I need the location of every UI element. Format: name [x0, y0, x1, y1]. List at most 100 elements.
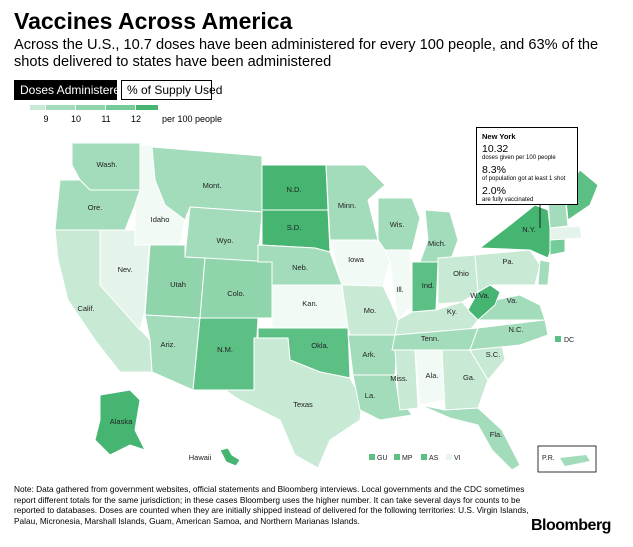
state-georgia[interactable] [441, 349, 489, 411]
legend-tick: 11 [101, 114, 111, 124]
legend-tick: 12 [130, 114, 142, 124]
state-label: Colo. [227, 289, 245, 298]
state-label: Tenn. [421, 334, 439, 343]
legend-swatch [106, 105, 135, 110]
state-arizona[interactable] [144, 314, 201, 391]
state-label: Mo. [364, 306, 377, 315]
tooltip-doses-caption: doses given per 100 people [482, 155, 556, 161]
legend-swatch [46, 105, 75, 110]
legend-swatch [30, 105, 45, 110]
state-new-mexico[interactable] [192, 317, 259, 391]
state-label: Ill. [396, 285, 404, 294]
state-label: Wis. [390, 220, 405, 229]
state-label: Ind. [422, 281, 435, 290]
state-iowa[interactable] [329, 239, 391, 287]
state-label: Ohio [453, 269, 469, 278]
doses-administered-tab[interactable]: Doses Administered [14, 80, 127, 100]
state-label: Ark. [362, 350, 375, 359]
dc-marker[interactable] [555, 336, 561, 342]
territory-label: DC [564, 337, 574, 344]
state-label: Utah [170, 280, 186, 289]
state-texas[interactable] [223, 337, 363, 469]
page-title: Vaccines Across America [14, 8, 293, 34]
state-label: N.C. [509, 325, 524, 334]
territory-label: MP [402, 455, 413, 462]
state-louisiana[interactable] [352, 374, 413, 421]
gu-marker[interactable] [369, 454, 375, 460]
state-label: S.D. [287, 223, 302, 232]
puerto-rico-shape[interactable] [560, 455, 590, 466]
state-label: Idaho [151, 215, 170, 224]
state-alaska[interactable] [94, 389, 146, 456]
mp-marker[interactable] [394, 454, 400, 460]
supply-used-tab[interactable]: % of Supply Used [121, 80, 222, 100]
state-florida[interactable] [419, 404, 521, 471]
state-label: Texas [293, 400, 313, 409]
state-new-york[interactable] [478, 204, 553, 259]
territory-label: GU [377, 455, 388, 462]
state-wyoming[interactable] [184, 206, 263, 263]
state-north-carolina[interactable] [469, 319, 549, 351]
territory-label: VI [454, 455, 461, 462]
state-label: Nev. [118, 265, 133, 274]
state-label: Kan. [302, 299, 317, 308]
state-label: Minn. [338, 201, 356, 210]
state-new-jersey[interactable] [537, 259, 551, 286]
state-label: Ky. [447, 307, 457, 316]
legend-tick: 10 [70, 114, 82, 124]
tooltip-first-shot-value: 8.3% [482, 164, 506, 176]
pr-inset [537, 445, 597, 473]
tooltip-first-shot-caption: of population got at least 1 shot [482, 176, 566, 182]
state-label: Wash. [97, 160, 118, 169]
state-label: Ala. [426, 371, 439, 380]
legend-swatch [136, 105, 158, 110]
state-label: Va. [507, 296, 518, 305]
state-label: N.M. [217, 345, 233, 354]
state-connecticut[interactable] [549, 237, 566, 256]
state-label: Pa. [502, 257, 513, 266]
bloomberg-logo: Bloomberg [531, 517, 611, 534]
state-label: Alaska [110, 417, 133, 426]
state-label: Calif. [77, 304, 94, 313]
state-hawaii[interactable] [219, 447, 241, 467]
state-massachusetts[interactable] [549, 225, 583, 241]
state-label: Mich. [428, 239, 446, 248]
state-label: Neb. [292, 263, 308, 272]
footnote: Note: Data gathered from government webs… [14, 484, 529, 526]
state-label: Ore. [88, 203, 103, 212]
state-label: N.Y. [522, 225, 536, 234]
state-label: Okla. [311, 341, 329, 350]
tooltip-full-value: 2.0% [482, 185, 506, 197]
as-marker[interactable] [421, 454, 427, 460]
state-colorado[interactable] [199, 257, 273, 319]
state-wisconsin[interactable] [377, 197, 421, 251]
tooltip-full-caption: are fully vaccinated [482, 197, 534, 203]
page-subtitle: Across the U.S., 10.7 doses have been ad… [14, 37, 599, 70]
state-label: Wyo. [216, 236, 233, 245]
vi-marker[interactable] [446, 454, 452, 460]
state-label: Miss. [390, 374, 408, 383]
state-label: Ariz. [161, 340, 176, 349]
state-tooltip: New York 10.32 doses given per 100 peopl… [476, 127, 578, 205]
state-label: La. [365, 391, 375, 400]
territory-label: P.R. [542, 455, 555, 462]
state-ohio[interactable] [437, 254, 479, 305]
state-label: Ga. [463, 373, 475, 382]
state-label: W.Va. [470, 291, 489, 300]
state-label: Hawaii [189, 453, 212, 462]
state-label: Fla. [490, 430, 503, 439]
territory-label: AS [429, 455, 439, 462]
state-michigan[interactable] [419, 209, 459, 263]
state-mississippi[interactable] [394, 349, 419, 411]
tooltip-title: New York [482, 132, 516, 141]
legend-tick: 9 [43, 114, 49, 124]
state-label: N.D. [287, 185, 302, 194]
state-illinois[interactable] [384, 249, 413, 322]
state-label: S.C. [486, 350, 501, 359]
legend-unit: per 100 people [162, 114, 223, 124]
state-label: Iowa [348, 255, 365, 264]
state-label: Mont. [203, 181, 222, 190]
tooltip-doses-value: 10.32 [482, 143, 509, 155]
legend-swatch [76, 105, 105, 110]
